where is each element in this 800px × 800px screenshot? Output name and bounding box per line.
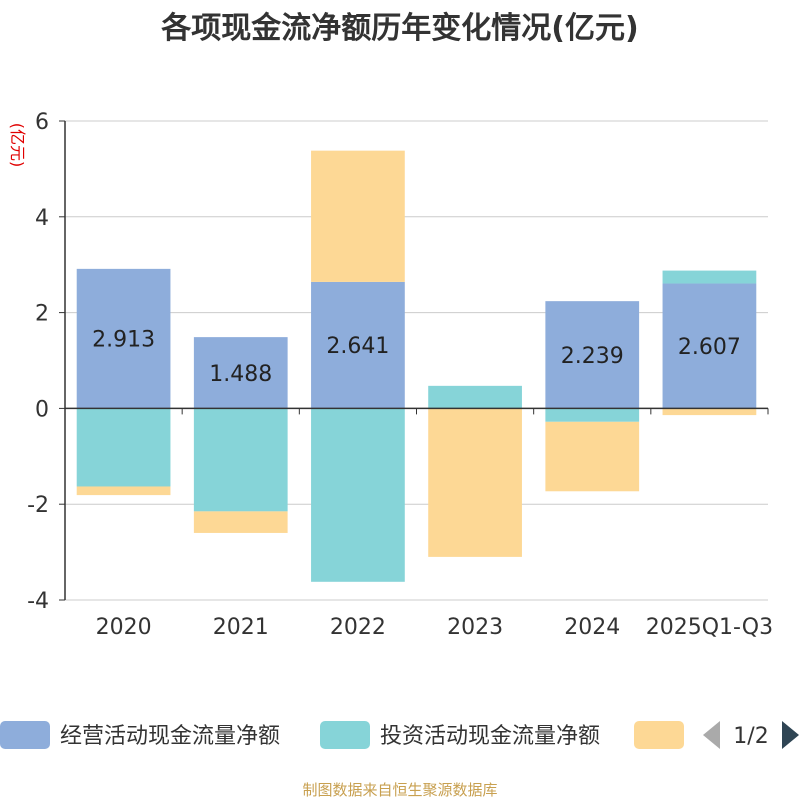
bar-1-1[interactable] xyxy=(76,268,171,409)
bar-3-3[interactable] xyxy=(311,150,405,282)
bar-1-5[interactable] xyxy=(545,301,640,409)
y-tick-label: -4 xyxy=(27,589,49,614)
legend-item-operating[interactable]: 经营活动现金流量净额 xyxy=(0,721,280,749)
x-tick-label: 2022 xyxy=(330,615,386,640)
x-tick-label: 2023 xyxy=(447,615,503,640)
bar-3-1[interactable] xyxy=(76,486,171,496)
legend-item-investing[interactable]: 投资活动现金流量净额 xyxy=(320,721,600,749)
legend-swatch-investing xyxy=(320,721,370,749)
legend-swatch-financing xyxy=(634,721,684,749)
legend-item-financing[interactable] xyxy=(634,721,684,749)
legend-label-investing: 投资活动现金流量净额 xyxy=(380,724,600,749)
bar-3-4[interactable] xyxy=(428,408,522,557)
bar-1-3[interactable] xyxy=(311,281,405,409)
chart-title: 各项现金流净额历年变化情况(亿元) xyxy=(160,11,638,46)
data-label-5: 2.239 xyxy=(561,344,624,369)
x-tick-label: 2020 xyxy=(96,615,152,640)
bar-3-5[interactable] xyxy=(545,421,640,492)
legend: 经营活动现金流量净额 投资活动现金流量净额 1/2 xyxy=(0,721,799,749)
bar-2-5[interactable] xyxy=(545,408,640,422)
bar-2-2[interactable] xyxy=(193,408,288,512)
bar-2-4[interactable] xyxy=(428,385,522,409)
y-tick-label: 2 xyxy=(35,302,49,327)
bars-group xyxy=(76,150,757,582)
bar-2-6[interactable] xyxy=(662,270,757,284)
data-label-3: 2.641 xyxy=(326,334,389,359)
bar-2-3[interactable] xyxy=(311,408,405,582)
bar-1-6[interactable] xyxy=(662,283,757,409)
bar-3-6[interactable] xyxy=(662,408,757,416)
x-tick-label: 2021 xyxy=(213,615,269,640)
y-tick-label: 0 xyxy=(35,397,49,422)
data-label-1: 2.913 xyxy=(92,328,155,353)
data-label-2: 1.488 xyxy=(209,362,272,387)
axes-group: -4 -2 0 2 4 6 2020 2021 2022 2023 2024 2025Q1-Q3 xyxy=(27,110,773,640)
y-tick-label: 6 xyxy=(35,110,49,135)
legend-label-operating: 经营活动现金流量净额 xyxy=(60,724,280,749)
y-tick-label: -2 xyxy=(27,493,49,518)
bar-3-2[interactable] xyxy=(193,511,288,533)
data-label-6: 2.607 xyxy=(678,335,741,360)
y-tick-label: 4 xyxy=(35,206,49,231)
legend-page-indicator: 1/2 xyxy=(733,724,768,749)
bar-2-1[interactable] xyxy=(76,408,171,487)
legend-prev-page-icon[interactable] xyxy=(703,721,720,749)
x-tick-label: 2025Q1-Q3 xyxy=(646,615,773,640)
x-tick-label: 2024 xyxy=(564,615,620,640)
y-axis-unit: (亿元) xyxy=(8,123,27,168)
bar-1-2[interactable] xyxy=(193,337,288,409)
data-source-note: 制图数据来自恒生聚源数据库 xyxy=(302,781,497,799)
legend-swatch-operating xyxy=(0,721,50,749)
legend-next-page-icon[interactable] xyxy=(782,721,799,749)
data-labels: 2.913 1.488 2.641 2.239 2.607 xyxy=(92,328,741,387)
